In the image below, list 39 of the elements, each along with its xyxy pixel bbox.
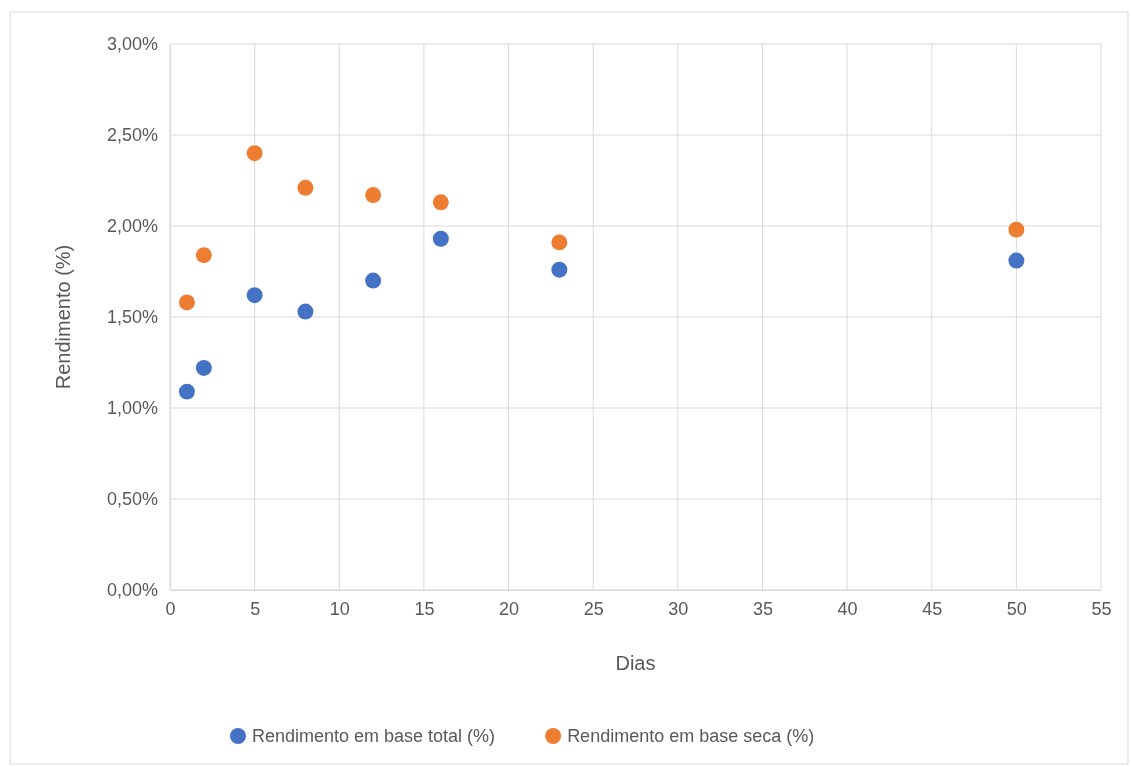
x-tick-label: 55 (1091, 598, 1112, 619)
x-tick-label: 10 (329, 598, 350, 619)
point (297, 179, 314, 196)
x-tick-label: 45 (922, 598, 943, 619)
point (365, 187, 382, 204)
legend-label: Rendimento em base seca (%) (567, 726, 815, 746)
y-tick-label: 0,50% (106, 489, 158, 510)
point (551, 261, 568, 278)
point (432, 194, 449, 211)
y-tick-label: 2,50% (106, 125, 158, 146)
x-tick-label: 0 (165, 598, 176, 619)
point (1008, 221, 1025, 238)
x-tick-label: 40 (837, 598, 858, 619)
point (195, 360, 212, 376)
x-tick-label: 5 (250, 598, 261, 619)
point (432, 230, 449, 247)
legend-label: Rendimento em base total (%) (252, 726, 496, 746)
point (246, 287, 263, 304)
point (178, 383, 195, 400)
point (551, 234, 568, 251)
y-tick-label: 3,00% (106, 34, 158, 55)
point (195, 247, 212, 264)
x-tick-label: 50 (1006, 598, 1027, 619)
x-tick-label: 25 (583, 598, 604, 619)
y-tick-label: 0,00% (106, 580, 158, 601)
y-tick-label: 1,50% (106, 307, 158, 328)
x-tick-label: 30 (668, 598, 689, 619)
point (178, 294, 195, 311)
x-tick-label: 20 (499, 598, 520, 619)
y-tick-label: 2,00% (106, 216, 158, 237)
x-tick-label: 35 (752, 598, 773, 619)
y-tick-label: 1,00% (106, 398, 158, 419)
point (246, 145, 263, 162)
point (365, 272, 382, 289)
y-axis-title: Rendimento (%) (52, 244, 74, 390)
x-tick-label: 15 (414, 598, 435, 619)
point (1008, 252, 1025, 269)
x-axis-title: Dias (615, 652, 656, 674)
point (297, 303, 314, 320)
